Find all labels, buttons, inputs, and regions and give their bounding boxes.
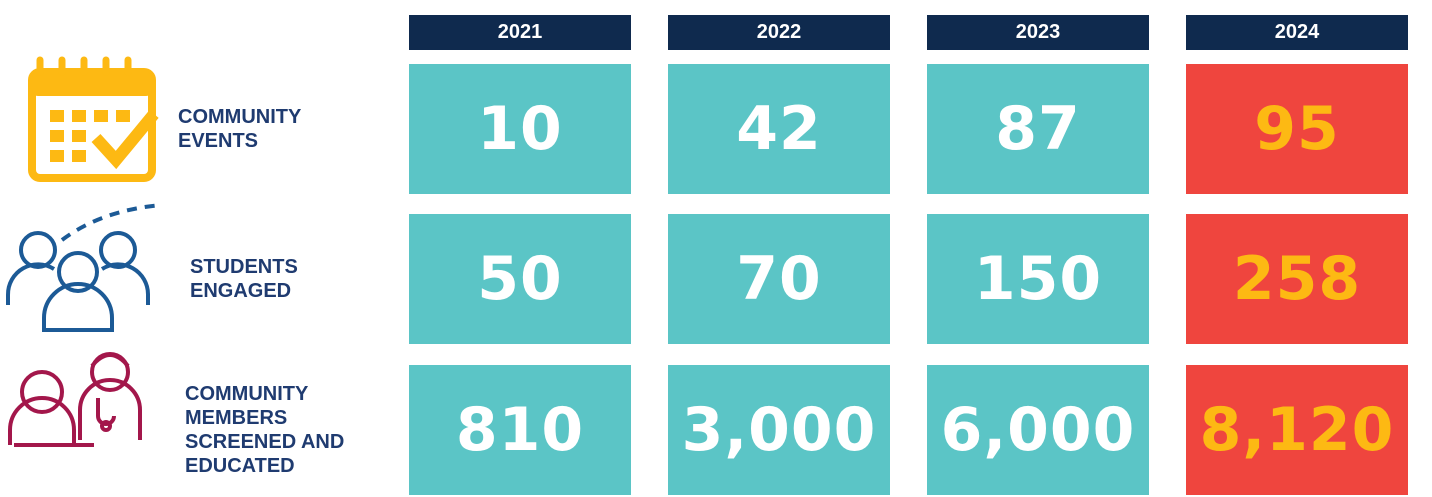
calendar-icon xyxy=(28,56,159,182)
value-cell: 87 xyxy=(927,64,1149,194)
row-label: SCREENED AND xyxy=(185,431,345,453)
value-cell: 150 xyxy=(927,214,1149,344)
value-cell: 258 xyxy=(1186,214,1408,344)
value-cell: 50 xyxy=(409,214,631,344)
value-cell: 3,000 xyxy=(668,365,890,495)
row-label: EVENTS xyxy=(178,130,259,152)
screening-icon xyxy=(8,352,142,447)
year-header: 2021 xyxy=(409,15,631,50)
row-label: ENGAGED xyxy=(190,280,292,302)
value-cell: 70 xyxy=(668,214,890,344)
year-header: 2023 xyxy=(927,15,1149,50)
value-cell: 810 xyxy=(409,365,631,495)
icons xyxy=(5,56,163,447)
value-cell: 10 xyxy=(409,64,631,194)
row-label: COMMUNITY xyxy=(185,383,309,405)
year-header: 2024 xyxy=(1186,15,1408,50)
row-label: STUDENTS xyxy=(190,256,298,278)
value-cell: 8,120 xyxy=(1186,365,1408,495)
value-cell: 42 xyxy=(668,64,890,194)
row-label: EDUCATED xyxy=(185,455,295,477)
students-icon xyxy=(5,203,163,332)
value-cell: 6,000 xyxy=(927,365,1149,495)
row-label: COMMUNITY xyxy=(178,106,302,128)
value-cell: 95 xyxy=(1186,64,1408,194)
row-label: MEMBERS xyxy=(185,407,288,429)
year-header: 2022 xyxy=(668,15,890,50)
